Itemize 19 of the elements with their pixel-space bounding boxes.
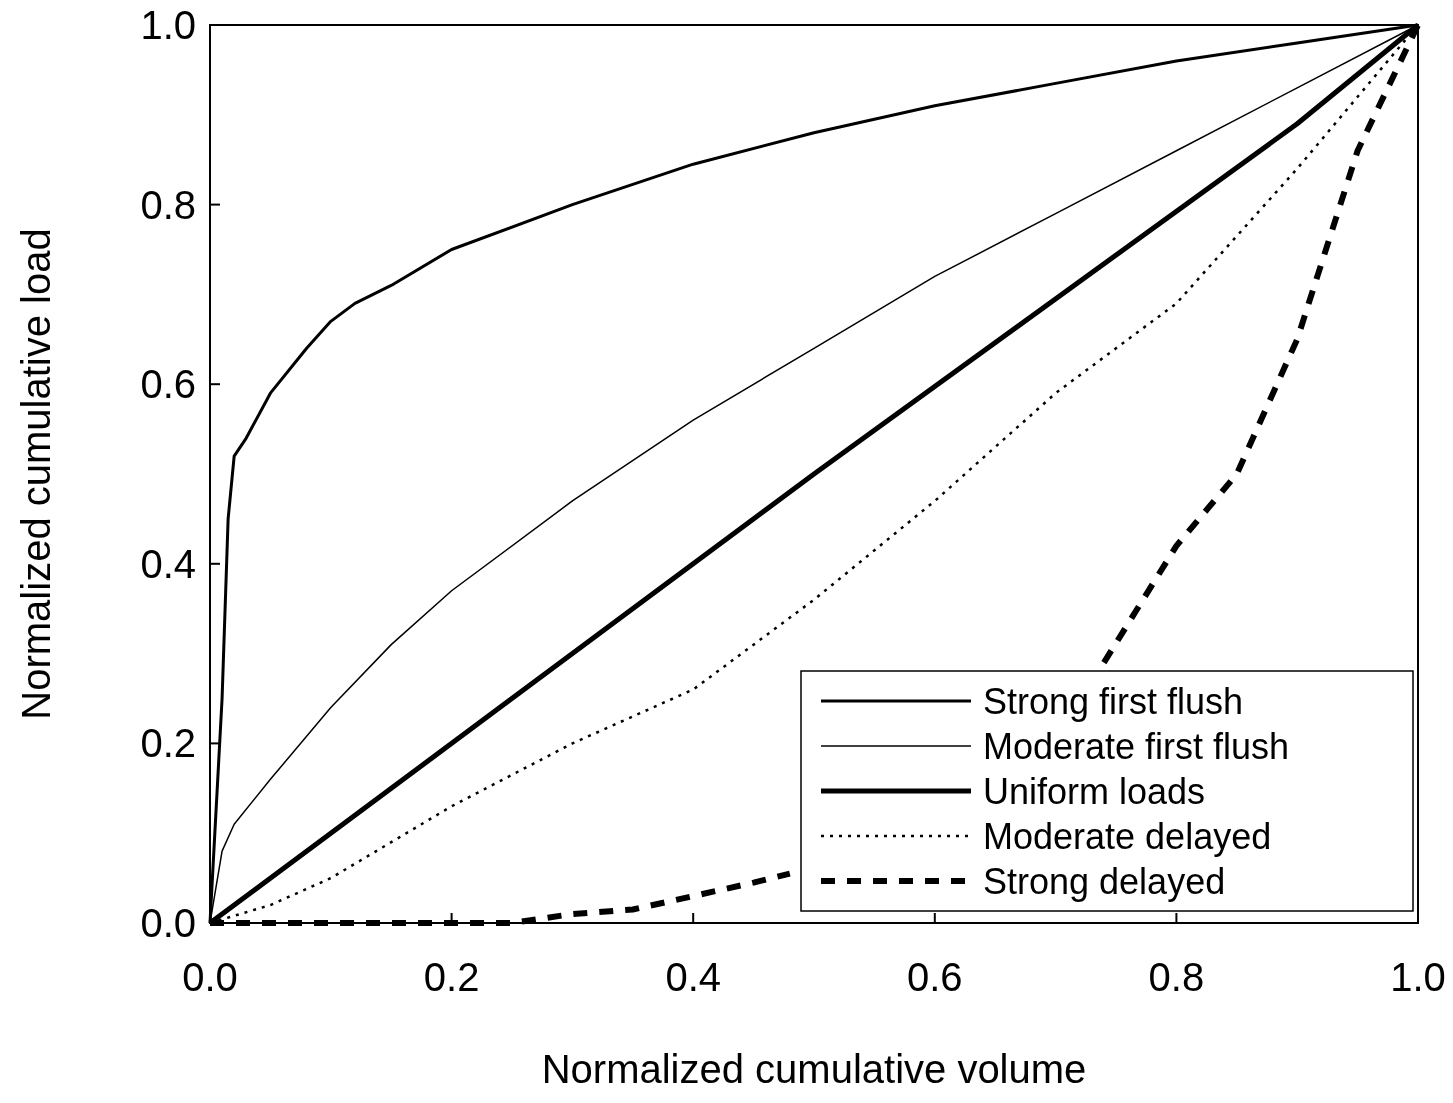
legend-label: Strong delayed <box>983 860 1226 902</box>
y-tick-label: 0.6 <box>140 362 196 407</box>
x-tick-label: 0.0 <box>182 955 238 999</box>
y-tick-label: 0.0 <box>140 901 196 945</box>
x-tick-label: 0.4 <box>665 955 721 999</box>
legend-label: Moderate first flush <box>983 725 1290 767</box>
x-tick-label: 1.0 <box>1390 955 1446 999</box>
legend-label: Moderate delayed <box>983 815 1272 857</box>
y-tick-label: 0.2 <box>140 721 196 766</box>
x-tick-label: 0.2 <box>423 955 480 999</box>
y-tick-label: 0.4 <box>140 541 196 586</box>
x-tick-label: 0.6 <box>907 955 963 999</box>
legend-label: Uniform loads <box>983 770 1206 812</box>
legend-label: Strong first flush <box>983 680 1244 722</box>
x-tick-label: 0.8 <box>1148 955 1205 999</box>
x-axis-title: Normalized cumulative volume <box>541 1047 1087 1091</box>
y-tick-label: 0.8 <box>140 182 196 227</box>
y-axis-title: Normalized cumulative load <box>14 228 58 720</box>
y-tick-label: 1.0 <box>140 3 196 47</box>
